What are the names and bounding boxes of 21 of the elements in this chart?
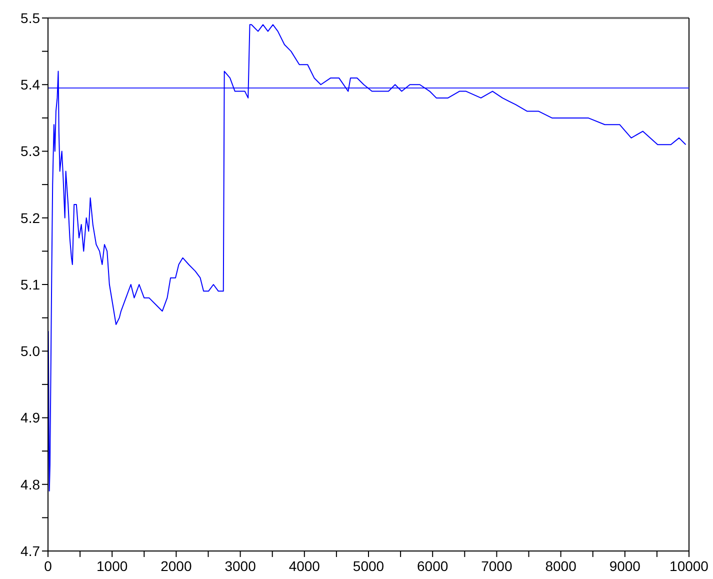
y-tick-label: 4.8	[20, 476, 40, 492]
y-tick-label: 5.5	[20, 10, 40, 26]
x-tick-label: 3000	[224, 558, 256, 574]
x-tick-label: 5000	[352, 558, 384, 574]
x-tick-label: 8000	[545, 558, 577, 574]
y-tick-label: 5.4	[20, 76, 40, 93]
x-tick-label: 4000	[288, 558, 320, 574]
x-tick-label: 6000	[417, 558, 448, 574]
y-tick-label: 5.3	[20, 143, 40, 160]
x-tick-label: 10000	[670, 558, 709, 574]
y-tick-label: 5.0	[20, 343, 40, 360]
x-tick-label: 2000	[160, 558, 192, 574]
y-tick-label: 4.7	[20, 542, 40, 559]
x-tick-label: 7000	[481, 558, 512, 574]
x-tick-label: 9000	[609, 558, 641, 574]
y-tick-label: 4.9	[20, 410, 40, 426]
line-series	[48, 24, 686, 492]
y-tick-label: 5.1	[20, 276, 40, 292]
x-tick-label: 0	[44, 558, 52, 574]
x-tick-label: 1000	[96, 558, 128, 574]
y-tick-label: 5.2	[20, 210, 40, 226]
